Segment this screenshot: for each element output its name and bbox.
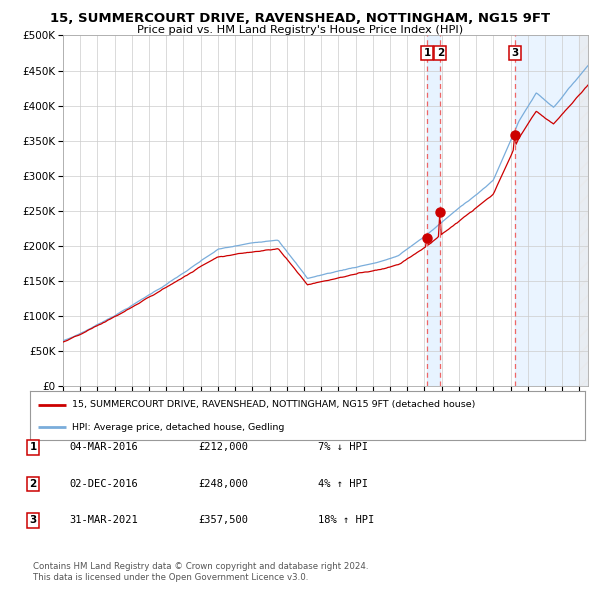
Text: 1: 1 bbox=[424, 48, 431, 58]
Text: 2: 2 bbox=[437, 48, 444, 58]
Text: 31-MAR-2021: 31-MAR-2021 bbox=[69, 516, 138, 525]
Text: 18% ↑ HPI: 18% ↑ HPI bbox=[318, 516, 374, 525]
Text: 15, SUMMERCOURT DRIVE, RAVENSHEAD, NOTTINGHAM, NG15 9FT (detached house): 15, SUMMERCOURT DRIVE, RAVENSHEAD, NOTTI… bbox=[71, 400, 475, 409]
Text: 1: 1 bbox=[29, 442, 37, 452]
Text: £212,000: £212,000 bbox=[198, 442, 248, 452]
Text: 02-DEC-2016: 02-DEC-2016 bbox=[69, 479, 138, 489]
Text: Price paid vs. HM Land Registry's House Price Index (HPI): Price paid vs. HM Land Registry's House … bbox=[137, 25, 463, 35]
Text: 2: 2 bbox=[29, 479, 37, 489]
Text: £357,500: £357,500 bbox=[198, 516, 248, 525]
Text: HPI: Average price, detached house, Gedling: HPI: Average price, detached house, Gedl… bbox=[71, 423, 284, 432]
Text: 3: 3 bbox=[29, 516, 37, 525]
Text: £248,000: £248,000 bbox=[198, 479, 248, 489]
Text: 3: 3 bbox=[511, 48, 518, 58]
Bar bbox=[580, 35, 588, 386]
Bar bbox=[515, 35, 588, 386]
Text: 15, SUMMERCOURT DRIVE, RAVENSHEAD, NOTTINGHAM, NG15 9FT: 15, SUMMERCOURT DRIVE, RAVENSHEAD, NOTTI… bbox=[50, 12, 550, 25]
Text: Contains HM Land Registry data © Crown copyright and database right 2024.
This d: Contains HM Land Registry data © Crown c… bbox=[33, 562, 368, 582]
Text: 4% ↑ HPI: 4% ↑ HPI bbox=[318, 479, 368, 489]
Text: 04-MAR-2016: 04-MAR-2016 bbox=[69, 442, 138, 452]
Bar bbox=[427, 35, 440, 386]
Text: 7% ↓ HPI: 7% ↓ HPI bbox=[318, 442, 368, 452]
